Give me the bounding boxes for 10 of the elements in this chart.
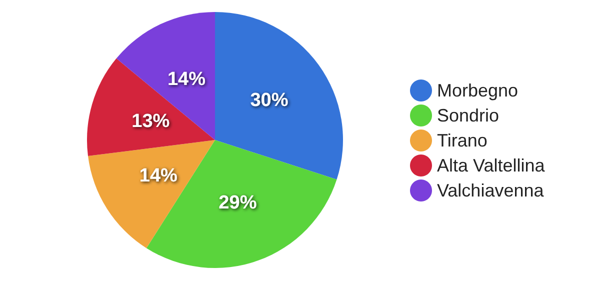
data-label: 14% — [167, 68, 206, 90]
data-label: 14% — [139, 165, 178, 186]
legend-label: Morbegno — [437, 80, 518, 100]
legend-label: Valchiavenna — [437, 180, 545, 200]
legend-label: Alta Valtellina — [437, 156, 546, 176]
legend-label: Tirano — [437, 130, 488, 150]
data-label: 29% — [218, 192, 257, 214]
data-label: 13% — [132, 110, 170, 132]
data-label: 30% — [250, 90, 288, 112]
legend-label: Sondrio — [437, 106, 500, 126]
